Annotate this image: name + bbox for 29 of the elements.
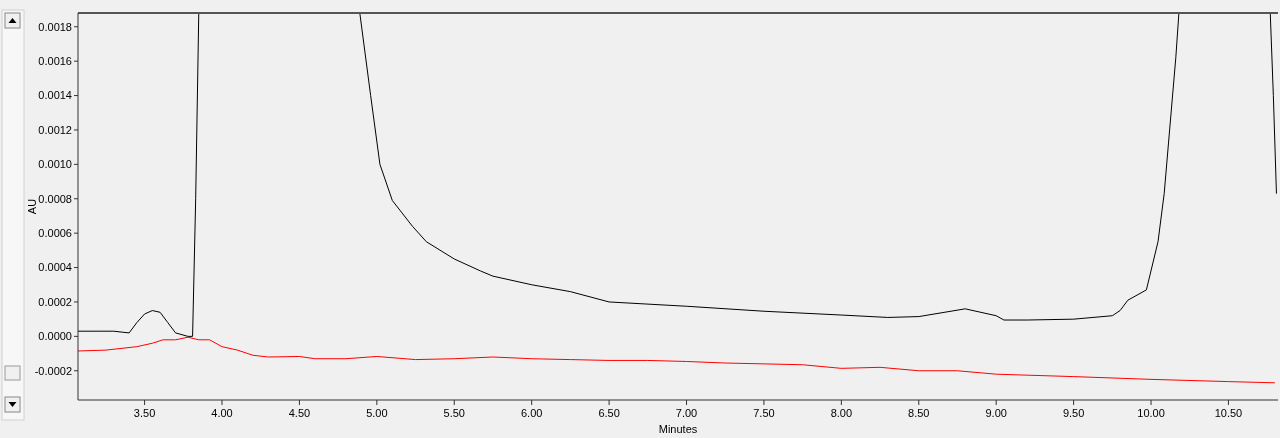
y-tick-label: -0.0002 xyxy=(34,364,72,377)
y-tick-label: 0.0014 xyxy=(38,89,72,102)
x-tick-label: 6.00 xyxy=(520,407,543,419)
x-tick-label: 7.00 xyxy=(675,407,698,419)
line-series xyxy=(78,336,1276,384)
x-tick-label: 6.50 xyxy=(598,407,620,419)
y-tick-label: 0.0016 xyxy=(38,55,72,68)
x-tick-label: 4.50 xyxy=(288,407,311,419)
y-tick-label: 0.0000 xyxy=(38,330,72,343)
y-tick-label: 0.0008 xyxy=(38,192,72,205)
x-tick-label: 7.50 xyxy=(753,407,775,419)
x-tick-label: 9.00 xyxy=(985,407,1007,419)
x-tick-label: 8.50 xyxy=(908,407,930,419)
x-tick-label: 4.00 xyxy=(211,407,233,419)
x-tick-label: 8.00 xyxy=(830,407,853,419)
x-tick-label: 9.50 xyxy=(1062,407,1085,419)
x-tick-label: 3.50 xyxy=(133,407,156,419)
y-axis-title: AU xyxy=(26,198,38,215)
x-tick-label: 10.50 xyxy=(1214,407,1243,419)
y-tick-label: 0.0004 xyxy=(38,261,72,274)
x-tick-label: 10.00 xyxy=(1137,407,1165,419)
y-tick-label: 0.0002 xyxy=(38,295,72,308)
x-axis-title: Minutes xyxy=(658,423,698,435)
y-tick-label: 0.0010 xyxy=(38,158,72,171)
y-tick-label: 0.0012 xyxy=(38,123,72,136)
x-tick-label: 5.00 xyxy=(366,407,388,419)
x-tick-label: 5.50 xyxy=(443,407,465,419)
y-tick-label: 0.0006 xyxy=(38,227,72,240)
y-tick-label: 0.0018 xyxy=(38,20,72,33)
